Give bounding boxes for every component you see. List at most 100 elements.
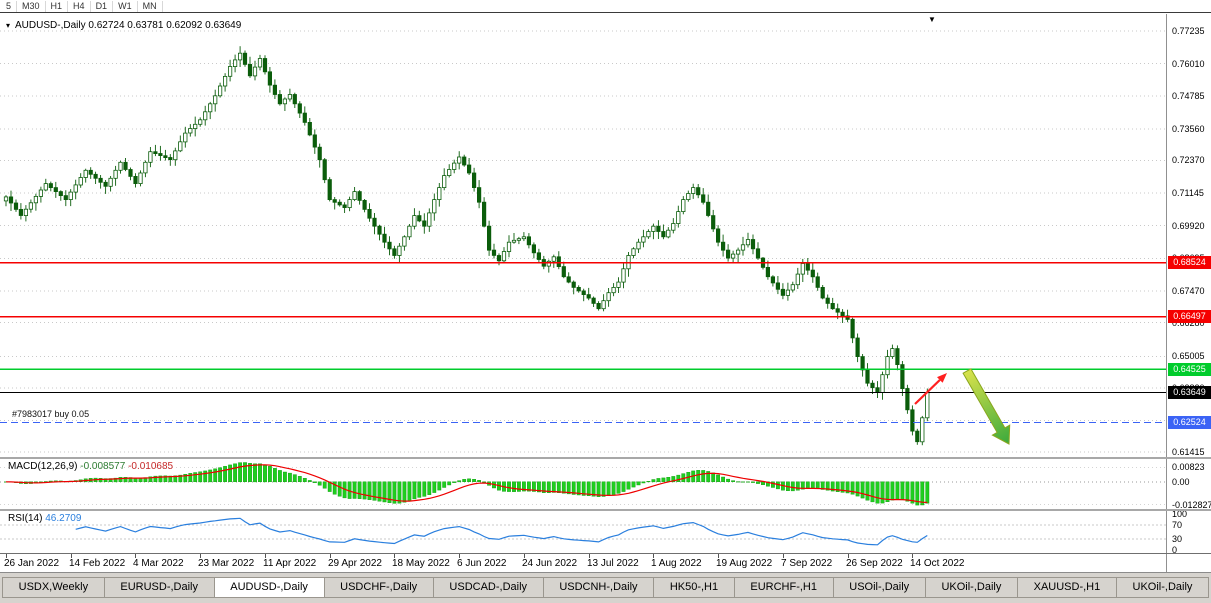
macd-signal-line <box>5 464 928 504</box>
rsi-axis-label: 70 <box>1172 519 1183 530</box>
date-label: 26 Sep 2022 <box>846 558 903 569</box>
period-button-h4[interactable]: H4 <box>68 0 91 12</box>
tab-xauusd-h1-10[interactable]: XAUUSD-,H1 <box>1017 577 1117 598</box>
date-label: 11 Apr 2022 <box>263 558 317 569</box>
date-tick <box>394 554 395 558</box>
rsi-axis-label: 100 <box>1172 509 1188 519</box>
macd-axis-label: 0.00 <box>1172 476 1190 487</box>
tab-usdchf-daily-3[interactable]: USDCHF-,Daily <box>324 577 434 598</box>
order-line-label: #7983017 buy 0.05 <box>10 409 92 420</box>
macd-main-value: -0.008577 <box>80 461 126 472</box>
date-label: 26 Jan 2022 <box>4 558 60 569</box>
tab-hk50-h1-6[interactable]: HK50-,H1 <box>654 577 735 598</box>
rsi-panel[interactable]: RSI(14) 46.2709 <box>0 511 1166 553</box>
candles <box>3 46 930 446</box>
date-tick <box>200 554 201 558</box>
tab-usdcnh-daily-5[interactable]: USDCNH-,Daily <box>543 577 655 598</box>
price-tag-0.62524: 0.62524 <box>1168 415 1211 429</box>
date-tick <box>912 554 913 558</box>
macd-name: MACD(12,26,9) <box>8 461 78 472</box>
date-tick <box>783 554 784 558</box>
main-chart-panel[interactable]: ▾ AUDUSD-,Daily 0.62724 0.63781 0.62092 … <box>0 14 1166 457</box>
date-label: 4 Mar 2022 <box>133 558 184 569</box>
price-axis-label: 0.69920 <box>1172 220 1205 231</box>
date-tick <box>718 554 719 558</box>
date-tick <box>524 554 525 558</box>
price-axis-label: 0.72370 <box>1172 155 1205 166</box>
panel-separator[interactable] <box>0 457 1211 459</box>
timeframe-toolbar: 5 M30 H1 H4 D1 W1 MN <box>0 0 1211 13</box>
rsi-label: RSI(14) 46.2709 <box>8 513 81 524</box>
date-tick <box>265 554 266 558</box>
date-label: 6 Jun 2022 <box>457 558 507 569</box>
date-tick <box>71 554 72 558</box>
red-up-arrow[interactable] <box>914 373 947 405</box>
period-button-5[interactable]: 5 <box>1 0 18 12</box>
period-button-d1[interactable]: D1 <box>91 0 114 12</box>
price-axis-label: 0.67470 <box>1172 285 1205 296</box>
date-label: 19 Aug 2022 <box>716 558 773 569</box>
rsi-axis-label: 0 <box>1172 545 1178 555</box>
date-tick <box>6 554 7 558</box>
date-tick <box>589 554 590 558</box>
macd-chart <box>0 462 1166 506</box>
date-tick <box>330 554 331 558</box>
panel-separator[interactable] <box>0 509 1211 511</box>
price-axis-label: 0.76010 <box>1172 58 1205 69</box>
price-axis-label: 0.71145 <box>1172 188 1204 199</box>
period-buttons: 5 M30 H1 H4 D1 W1 MN <box>1 0 163 12</box>
tab-usoil-daily-8[interactable]: USOil-,Daily <box>833 577 926 598</box>
macd-axis-label: 0.00823 <box>1172 462 1205 473</box>
period-button-m30[interactable]: M30 <box>17 0 46 12</box>
price-axis[interactable]: 0.77235 0.76010 0.74785 0.73560 0.72370 0.711… <box>1166 14 1211 572</box>
date-label: 14 Oct 2022 <box>910 558 965 569</box>
date-label: 24 Jun 2022 <box>522 558 578 569</box>
date-label: 23 Mar 2022 <box>198 558 255 569</box>
period-button-h1[interactable]: H1 <box>46 0 69 12</box>
macd-label: MACD(12,26,9) -0.008577 -0.010685 <box>8 461 173 472</box>
chart-tab-bar: USDX,Weekly EURUSD-,Daily AUDUSD-,Daily USD… <box>0 572 1211 603</box>
chart-tabs: USDX,Weekly EURUSD-,Daily AUDUSD-,Daily USD… <box>2 577 1210 598</box>
tab-eurusd-daily-1[interactable]: EURUSD-,Daily <box>104 577 215 598</box>
macd-axis-label: -0.012827 <box>1172 499 1211 510</box>
price-axis-label: 0.61415 <box>1172 447 1205 457</box>
tab-usdcad-daily-4[interactable]: USDCAD-,Daily <box>433 577 544 598</box>
period-button-w1[interactable]: W1 <box>113 0 138 12</box>
green-down-arrow[interactable] <box>962 368 1011 445</box>
tab-ukoil-daily-9[interactable]: UKOil-,Daily <box>925 577 1018 598</box>
date-tick <box>653 554 654 558</box>
macd-panel[interactable]: MACD(12,26,9) -0.008577 -0.010685 <box>0 459 1166 509</box>
price-tag-0.63649: 0.63649 <box>1168 386 1211 400</box>
date-label: 1 Aug 2022 <box>651 558 702 569</box>
symbol-marker-icon: ▾ <box>6 20 11 30</box>
price-axis-label: 0.65005 <box>1172 351 1205 362</box>
price-tag-0.64525: 0.64525 <box>1168 362 1211 376</box>
chart-title-ohlc: AUDUSD-,Daily 0.62724 0.63781 0.62092 0.… <box>15 20 242 31</box>
chart-info-line: ▾ AUDUSD-,Daily 0.62724 0.63781 0.62092 … <box>6 20 241 31</box>
date-label: 7 Sep 2022 <box>781 558 833 569</box>
date-label: 29 Apr 2022 <box>328 558 382 569</box>
price-grid <box>0 30 1166 453</box>
price-tag-0.68524: 0.68524 <box>1168 256 1211 270</box>
date-tick <box>848 554 849 558</box>
tab-usdx-weekly-0[interactable]: USDX,Weekly <box>2 577 105 598</box>
macd-signal-value: -0.010685 <box>128 461 174 472</box>
period-button-mn[interactable]: MN <box>138 0 163 12</box>
panel-separator <box>0 553 1211 554</box>
candlestick-chart[interactable] <box>0 14 1166 457</box>
date-tick <box>135 554 136 558</box>
rsi-value: 46.2709 <box>45 513 82 524</box>
price-axis-label: 0.77235 <box>1172 26 1205 36</box>
tab-audusd-daily-2[interactable]: AUDUSD-,Daily <box>214 577 325 598</box>
date-label: 18 May 2022 <box>392 558 450 569</box>
date-tick <box>459 554 460 558</box>
date-axis[interactable]: 26 Jan 2022 14 Feb 2022 4 Mar 2022 23 Mar 2… <box>0 554 1166 572</box>
tab-ukoil-daily-11[interactable]: UKOil-,Daily <box>1116 577 1210 598</box>
rsi-line <box>75 517 928 546</box>
price-axis-label: 0.73560 <box>1172 123 1205 134</box>
price-axis-label: 0.74785 <box>1172 91 1205 102</box>
rsi-axis-label: 30 <box>1172 534 1183 545</box>
rsi-chart <box>0 517 1166 546</box>
tab-eurchf-h1-7[interactable]: EURCHF-,H1 <box>734 577 834 598</box>
chart-shift-icon[interactable]: ▼ <box>928 15 936 24</box>
